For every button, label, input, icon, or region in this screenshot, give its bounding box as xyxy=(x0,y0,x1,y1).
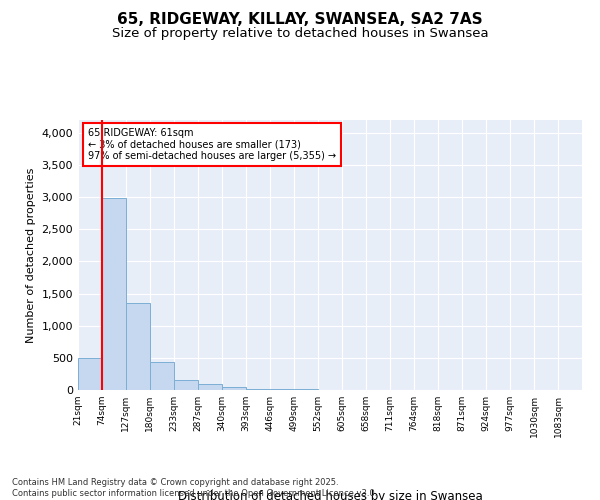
Bar xyxy=(222,387,246,390)
Bar xyxy=(150,362,174,390)
X-axis label: Distribution of detached houses by size in Swansea: Distribution of detached houses by size … xyxy=(178,490,482,500)
Y-axis label: Number of detached properties: Number of detached properties xyxy=(26,168,36,342)
Text: 65 RIDGEWAY: 61sqm
← 3% of detached houses are smaller (173)
97% of semi-detache: 65 RIDGEWAY: 61sqm ← 3% of detached hous… xyxy=(88,128,336,162)
Text: Size of property relative to detached houses in Swansea: Size of property relative to detached ho… xyxy=(112,28,488,40)
Text: 65, RIDGEWAY, KILLAY, SWANSEA, SA2 7AS: 65, RIDGEWAY, KILLAY, SWANSEA, SA2 7AS xyxy=(117,12,483,28)
Bar xyxy=(174,380,198,390)
Bar xyxy=(198,384,222,390)
Text: Contains HM Land Registry data © Crown copyright and database right 2025.
Contai: Contains HM Land Registry data © Crown c… xyxy=(12,478,377,498)
Bar xyxy=(270,389,294,390)
Bar xyxy=(102,198,126,390)
Bar xyxy=(126,303,150,390)
Bar xyxy=(246,388,270,390)
Bar xyxy=(78,358,102,390)
